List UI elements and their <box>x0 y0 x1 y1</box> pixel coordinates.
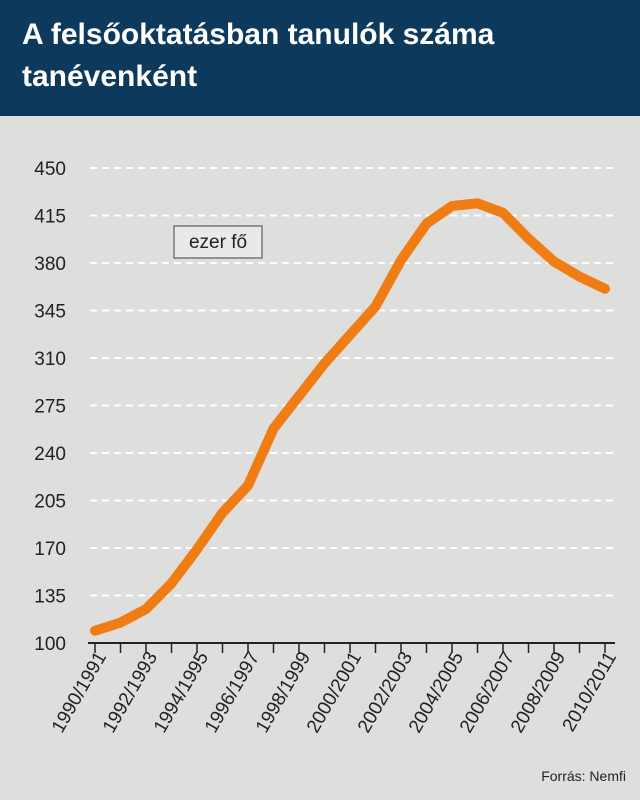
data-point <box>476 202 479 205</box>
y-tick-label: 380 <box>34 254 66 275</box>
x-axis: 1990/19911992/19931994/19951996/19971998… <box>48 642 621 737</box>
data-point <box>221 511 224 514</box>
data-point <box>323 362 326 365</box>
unit-label-frame <box>173 225 263 259</box>
data-point <box>247 484 249 487</box>
y-tick-label: 170 <box>34 539 66 560</box>
y-tick-label: 240 <box>34 444 66 465</box>
chart-header: A felsőoktatásban tanulók száma tanévenk… <box>0 0 640 116</box>
data-point <box>425 222 428 225</box>
data-point <box>170 582 173 585</box>
data-point <box>400 259 402 262</box>
data-point <box>119 621 122 624</box>
data-point <box>349 333 351 336</box>
y-tick-label: 310 <box>34 349 66 370</box>
y-tick-label: 450 <box>34 159 66 180</box>
y-tick-label: 205 <box>34 492 66 513</box>
y-tick-label: 345 <box>34 302 66 323</box>
series-group <box>90 198 610 636</box>
unit-label: ezer fő <box>189 232 247 253</box>
data-point <box>604 287 606 290</box>
data-point <box>298 395 300 397</box>
data-point <box>196 548 198 551</box>
y-tick-label: 415 <box>34 207 66 228</box>
chart-title: A felsőoktatásban tanulók száma tanévenk… <box>22 18 495 93</box>
unit-label-box: ezer fő <box>173 225 263 259</box>
y-tick-label: 100 <box>34 634 66 655</box>
y-tick-label: 135 <box>34 587 66 608</box>
data-point <box>94 629 96 632</box>
data-point <box>502 211 504 214</box>
data-point <box>451 205 453 207</box>
data-point <box>272 427 275 430</box>
data-point <box>578 275 581 278</box>
data-point <box>527 237 530 240</box>
grid-lines <box>90 167 615 597</box>
data-point <box>145 608 147 611</box>
y-axis: 100 135 170 205 240 275 310 345 380 415 450 <box>34 159 66 655</box>
data-point <box>374 305 377 308</box>
data-point <box>553 260 555 263</box>
series-line <box>90 198 610 636</box>
y-tick-label: 275 <box>34 397 66 418</box>
source-note: Forrás: Nemfi <box>541 768 626 784</box>
